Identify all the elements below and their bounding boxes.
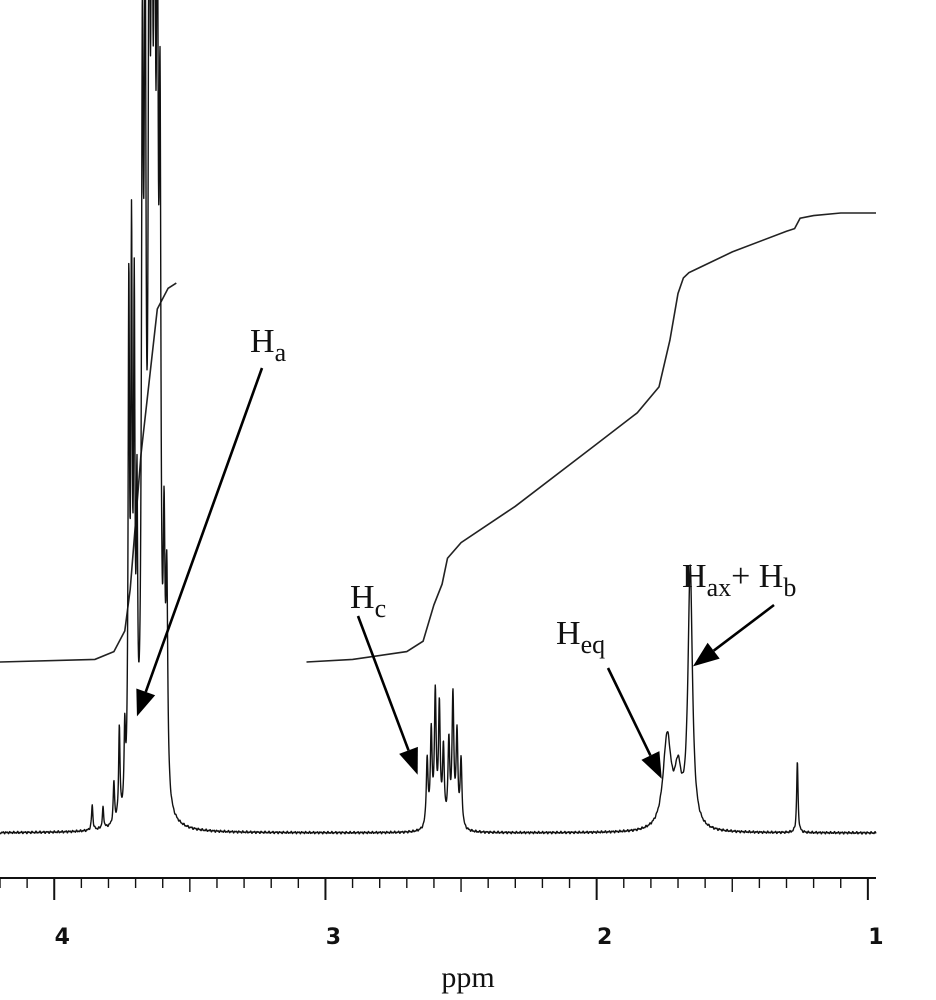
spectrum-line bbox=[0, 0, 877, 835]
peak-annotation: Heq bbox=[556, 615, 662, 779]
peak-label: Hc bbox=[350, 579, 386, 623]
peak-annotation: Hc bbox=[350, 579, 418, 775]
x-tick-label: 1 bbox=[868, 925, 883, 950]
peak-label: Heq bbox=[556, 615, 605, 659]
annotation-arrow-shaft bbox=[144, 367, 264, 693]
annotation-arrow-shaft bbox=[356, 615, 410, 751]
x-tick-label: 3 bbox=[326, 925, 341, 950]
annotation-arrow-head bbox=[399, 746, 418, 775]
annotation-arrow-head bbox=[692, 642, 720, 667]
integral-curves bbox=[0, 212, 876, 663]
annotation-arrow-shaft bbox=[712, 603, 775, 652]
integral-curve-2 bbox=[306, 212, 876, 663]
spectrum-trace bbox=[0, 0, 877, 835]
annotation-arrow-head bbox=[136, 688, 156, 717]
x-tick-label: 2 bbox=[597, 925, 612, 950]
annotation-arrow-shaft bbox=[606, 667, 652, 757]
peak-annotations: Ha Hc Heq Hax+ Hb bbox=[136, 323, 796, 779]
annotation-arrow-head bbox=[641, 751, 662, 779]
integral-curve-1 bbox=[0, 282, 177, 663]
x-axis-title: ppm bbox=[441, 961, 494, 994]
peak-label: Ha bbox=[250, 323, 287, 367]
ppm-axis: 4 3 2 1 bbox=[0, 877, 884, 950]
peak-annotation: Hax+ Hb bbox=[682, 558, 796, 667]
x-tick-label: 4 bbox=[55, 925, 70, 950]
peak-annotation: Ha bbox=[136, 323, 287, 717]
peak-label: Hax+ Hb bbox=[682, 558, 796, 602]
